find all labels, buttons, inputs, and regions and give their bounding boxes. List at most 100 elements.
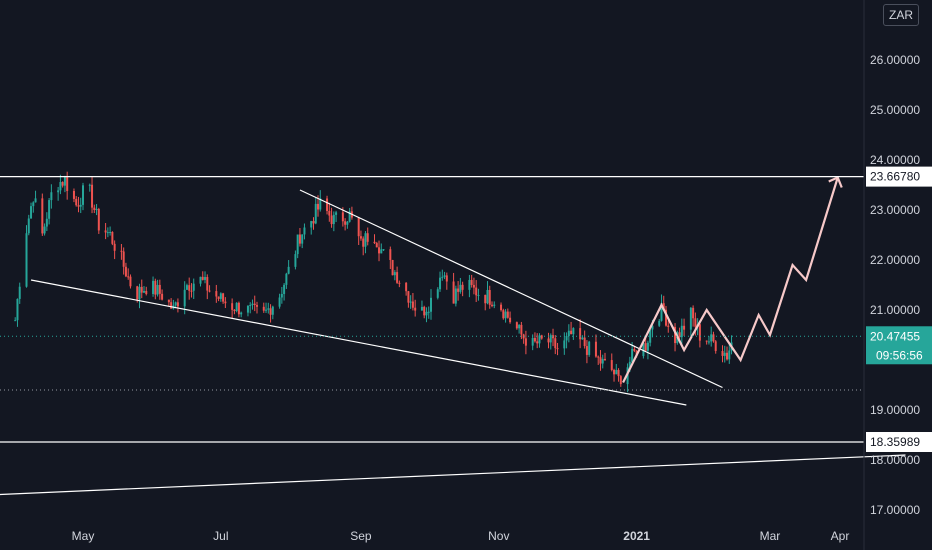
candle-body[interactable] [176,302,179,307]
candle-body[interactable] [531,338,534,346]
level-price-label-1[interactable]: 18.35989 [870,435,920,449]
candle-body[interactable] [579,328,582,340]
candle-body[interactable] [237,302,240,315]
trendline-long-support[interactable] [0,454,906,496]
candle-body[interactable] [199,276,202,284]
candle-body[interactable] [285,273,288,285]
candle-body[interactable] [122,251,125,267]
candle-body[interactable] [391,259,394,276]
candle-body[interactable] [167,299,170,303]
candle-body[interactable] [183,289,186,307]
candle-body[interactable] [335,212,338,215]
candle-body[interactable] [312,221,315,224]
candle-body[interactable] [93,207,96,210]
candle-body[interactable] [364,233,367,247]
candle-body[interactable] [667,325,670,327]
candle-body[interactable] [77,205,80,207]
candle-body[interactable] [382,249,385,251]
candle-body[interactable] [520,324,523,335]
candle-body[interactable] [127,276,130,278]
candle-body[interactable] [457,288,460,292]
candle-body[interactable] [536,341,539,344]
candle-body[interactable] [710,334,713,342]
candle-body[interactable] [692,307,695,319]
candle-body[interactable] [45,218,48,227]
candle-body[interactable] [714,341,717,352]
candle-body[interactable] [441,276,444,278]
candle-body[interactable] [136,286,139,300]
candle-body[interactable] [522,334,525,339]
candle-body[interactable] [262,306,265,311]
candle-body[interactable] [201,276,204,280]
candle-body[interactable] [427,311,430,313]
candle-body[interactable] [588,341,591,355]
candle-body[interactable] [375,243,378,248]
candle-body[interactable] [454,288,457,304]
candle-body[interactable] [66,176,69,191]
candle-body[interactable] [683,325,686,330]
candle-body[interactable] [445,275,448,282]
candle-body[interactable] [723,352,726,356]
candle-body[interactable] [572,328,575,335]
candle-body[interactable] [154,280,157,295]
candle-body[interactable] [113,243,116,251]
candle-body[interactable] [362,238,365,247]
candle-body[interactable] [95,209,98,211]
candle-body[interactable] [366,233,369,242]
candle-body[interactable] [25,233,28,287]
price-axis[interactable]: 26.00000 25.00000 24.00000 23.00000 22.00000… [870,53,920,517]
candle-body[interactable] [538,335,541,344]
candle-body[interactable] [296,234,299,255]
candle-body[interactable] [124,266,127,277]
candle-body[interactable] [565,335,568,341]
candle-body[interactable] [707,341,710,343]
candle-body[interactable] [547,338,550,343]
candle-body[interactable] [405,282,408,292]
candle-body[interactable] [477,294,480,296]
candle-body[interactable] [439,277,442,290]
candle-body[interactable] [504,311,507,319]
candle-body[interactable] [407,291,410,303]
candle-body[interactable] [27,218,30,234]
candle-body[interactable] [317,203,320,210]
candle-body[interactable] [215,291,218,297]
candle-body[interactable] [219,293,222,299]
candle-body[interactable] [185,285,188,290]
currency-badge[interactable]: ZAR [883,4,919,26]
candle-body[interactable] [280,293,283,298]
candle-body[interactable] [14,320,17,322]
candle-body[interactable] [651,325,654,330]
candle-body[interactable] [231,303,234,310]
candle-body[interactable] [253,303,256,306]
candle-body[interactable] [283,284,286,294]
candle-body[interactable] [515,322,518,329]
candle-body[interactable] [235,302,238,312]
candle-body[interactable] [705,340,708,342]
candle-body[interactable] [601,358,604,364]
candle-body[interactable] [502,310,505,319]
candle-body[interactable] [488,289,491,305]
candle-body[interactable] [633,348,636,351]
candle-body[interactable] [294,254,297,267]
candle-body[interactable] [303,227,306,235]
candle-body[interactable] [32,202,35,207]
candle-body[interactable] [674,326,677,344]
candle-body[interactable] [429,297,432,312]
trendline-wedge-lower[interactable] [30,279,687,406]
candle-body[interactable] [61,182,64,186]
candle-body[interactable] [373,241,376,244]
candle-body[interactable] [246,305,249,313]
candle-body[interactable] [540,335,543,339]
candle-body[interactable] [603,358,606,361]
candle-body[interactable] [143,290,146,293]
candle-body[interactable] [18,286,21,299]
candle-body[interactable] [72,190,75,199]
candle-body[interactable] [82,185,84,205]
candle-body[interactable] [619,376,622,385]
candle-body[interactable] [174,302,177,306]
candle-body[interactable] [190,290,193,292]
candle-body[interactable] [129,276,132,287]
candle-body[interactable] [217,296,220,299]
candle-body[interactable] [597,356,600,358]
